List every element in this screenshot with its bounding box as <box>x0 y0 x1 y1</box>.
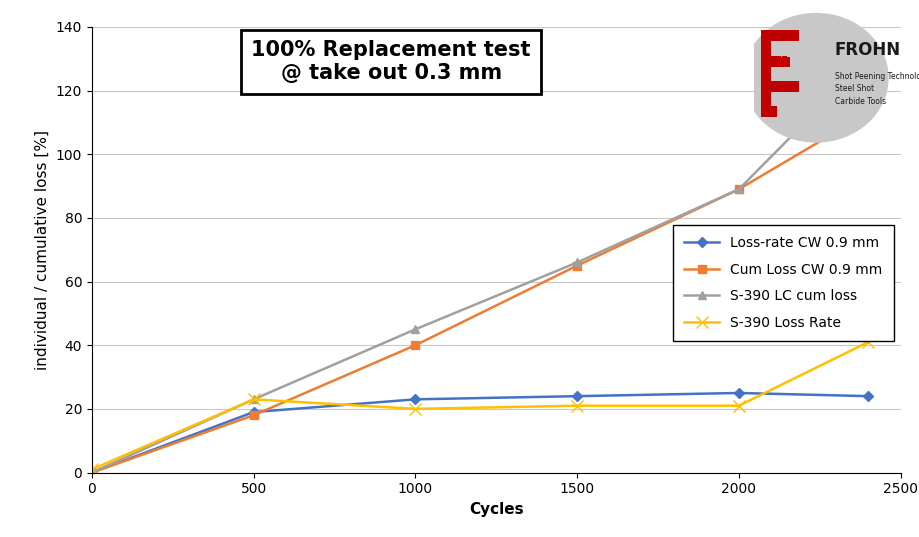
S-390 Loss Rate <box>863 339 874 345</box>
FancyBboxPatch shape <box>761 81 799 92</box>
Bar <box>763 56 768 61</box>
S-390 Loss Rate <box>86 466 97 473</box>
Cum Loss CW 0.9 mm <box>733 186 744 192</box>
FancyBboxPatch shape <box>761 106 777 117</box>
Bar <box>763 92 768 97</box>
Cum Loss CW 0.9 mm <box>410 342 421 349</box>
S-390 LC cum loss <box>572 259 583 266</box>
S-390 LC cum loss <box>733 186 744 192</box>
S-390 LC cum loss <box>863 55 874 62</box>
Text: Shot Peening Technology
Steel Shot
Carbide Tools: Shot Peening Technology Steel Shot Carbi… <box>834 72 919 106</box>
Loss-rate CW 0.9 mm <box>863 393 874 400</box>
S-390 Loss Rate <box>410 405 421 412</box>
Bar <box>782 31 788 36</box>
Bar <box>782 56 788 61</box>
S-390 LC cum loss <box>410 326 421 332</box>
Bar <box>788 81 793 86</box>
Bar <box>769 81 775 86</box>
Bar <box>763 104 768 108</box>
Line: Loss-rate CW 0.9 mm: Loss-rate CW 0.9 mm <box>88 389 872 476</box>
Line: S-390 LC cum loss: S-390 LC cum loss <box>87 55 872 477</box>
Circle shape <box>744 13 888 142</box>
Line: Cum Loss CW 0.9 mm: Cum Loss CW 0.9 mm <box>87 108 872 477</box>
Bar <box>763 81 768 86</box>
Bar <box>769 56 775 61</box>
Loss-rate CW 0.9 mm <box>410 396 421 403</box>
Bar <box>782 81 788 86</box>
FancyBboxPatch shape <box>761 30 799 41</box>
Y-axis label: individual / cumulative loss [%]: individual / cumulative loss [%] <box>35 130 51 369</box>
S-390 Loss Rate <box>248 396 259 403</box>
Cum Loss CW 0.9 mm <box>572 263 583 269</box>
FancyBboxPatch shape <box>761 57 789 67</box>
Bar <box>776 56 781 61</box>
Text: FROHN: FROHN <box>834 41 901 59</box>
S-390 Loss Rate <box>733 403 744 409</box>
Bar <box>788 31 793 36</box>
Bar <box>769 31 775 36</box>
S-390 LC cum loss <box>86 469 97 476</box>
Cum Loss CW 0.9 mm <box>248 412 259 418</box>
Text: 100% Replacement test
@ take out 0.3 mm: 100% Replacement test @ take out 0.3 mm <box>252 40 531 83</box>
Loss-rate CW 0.9 mm <box>572 393 583 400</box>
S-390 Loss Rate <box>572 403 583 409</box>
Bar <box>776 31 781 36</box>
Cum Loss CW 0.9 mm <box>863 110 874 116</box>
Cum Loss CW 0.9 mm <box>86 469 97 476</box>
X-axis label: Cycles: Cycles <box>469 502 524 517</box>
Legend: Loss-rate CW 0.9 mm, Cum Loss CW 0.9 mm, S-390 LC cum loss, S-390 Loss Rate: Loss-rate CW 0.9 mm, Cum Loss CW 0.9 mm,… <box>674 225 893 341</box>
Loss-rate CW 0.9 mm <box>86 469 97 476</box>
Bar <box>763 67 768 72</box>
FancyBboxPatch shape <box>761 30 771 117</box>
Loss-rate CW 0.9 mm <box>733 390 744 396</box>
Loss-rate CW 0.9 mm <box>248 409 259 415</box>
Line: S-390 Loss Rate: S-390 Loss Rate <box>86 337 874 475</box>
S-390 LC cum loss <box>248 396 259 403</box>
Bar <box>776 81 781 86</box>
Bar <box>763 31 768 36</box>
Bar <box>763 42 768 47</box>
